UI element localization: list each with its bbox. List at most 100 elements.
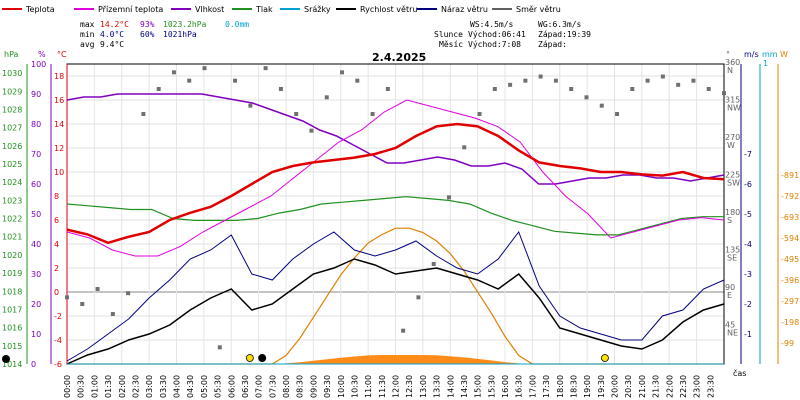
wind-dir-point xyxy=(553,78,558,83)
pct-tick-label: 100 xyxy=(31,60,46,69)
temp-tick-label: 2 xyxy=(54,264,59,273)
temp-tick-label: 6 xyxy=(54,216,59,225)
dir-tick-value: 90 xyxy=(725,283,735,292)
w-tick-label: -891 xyxy=(781,171,799,180)
wind-dir-point xyxy=(446,195,451,200)
x-tick-label: 02:30 xyxy=(131,375,140,398)
wind-dir-point xyxy=(401,328,406,333)
wind-dir-point xyxy=(309,128,314,133)
pct-tick-label: 30 xyxy=(31,270,41,279)
legend-label: Tlak xyxy=(255,5,273,14)
x-tick-label: 20:00 xyxy=(611,375,620,398)
wind-dir-point xyxy=(126,291,131,296)
wind-dir-point xyxy=(156,87,161,91)
wind-dir-point xyxy=(141,112,146,116)
dir-tick-label: NW xyxy=(727,104,741,113)
w-tick-label: -792 xyxy=(781,192,799,201)
hpa-tick-label: 1030 xyxy=(2,69,22,78)
stat-min-hum: 60% xyxy=(140,30,155,39)
hpa-tick-label: 1014 xyxy=(2,360,22,369)
x-tick-label: 09:00 xyxy=(309,375,318,398)
x-axis: 00:00 00:30 01:00 01:30 02:00 02:30 03:00 03:30… xyxy=(63,375,715,398)
wind-dir-point xyxy=(523,78,528,83)
dir-tick-value: 135 xyxy=(725,246,740,255)
wind-dir-point xyxy=(584,95,589,100)
astro-sunset: Západ:19:39 xyxy=(538,30,591,39)
astro-wg: WG:6.3m/s xyxy=(538,20,582,29)
x-tick-label: 11:30 xyxy=(378,375,387,398)
plot-area xyxy=(2,66,726,365)
x-tick-label: 14:00 xyxy=(446,375,455,398)
wind-dir-point xyxy=(248,103,253,108)
hpa-tick-label: 1028 xyxy=(2,105,22,114)
stat-max-rain: 0.0mm xyxy=(225,20,249,29)
x-tick-label: 12:30 xyxy=(405,375,414,398)
x-tick-label: 18:30 xyxy=(569,375,578,398)
x-tick-label: 08:00 xyxy=(282,375,291,398)
dir-tick-label: S xyxy=(727,216,732,225)
x-tick-label: 12:00 xyxy=(392,375,401,398)
wind-dir-point xyxy=(278,87,283,91)
w-tick-label: -99 xyxy=(781,339,794,348)
wind-dir-point xyxy=(340,70,345,75)
ms-tick-label: -6 xyxy=(744,180,752,189)
x-tick-label: 07:30 xyxy=(268,375,277,398)
hpa-tick-label: 1025 xyxy=(2,160,22,169)
hpa-tick-label: 1023 xyxy=(2,196,22,205)
wind-dir-point xyxy=(294,112,299,116)
ms-tick-label: -4 xyxy=(744,240,752,249)
ms-tick-label: -1 xyxy=(744,330,752,339)
x-tick-label: 05:30 xyxy=(214,375,223,398)
x-tick-label: 04:00 xyxy=(173,375,182,398)
ground-temp-line xyxy=(66,99,725,257)
stat-avg-label: avg xyxy=(80,40,95,49)
axis-unit-ms: m/s xyxy=(744,50,759,59)
x-tick-label: 02:00 xyxy=(118,375,127,398)
x-tick-label: 17:30 xyxy=(542,375,551,398)
w-tick-label: -594 xyxy=(781,234,799,243)
left-marker xyxy=(2,355,10,363)
stat-max-label: max xyxy=(80,20,95,29)
wind-dir-point xyxy=(691,78,696,83)
wind-dir-point xyxy=(263,66,268,71)
axis-x-unit: čas xyxy=(733,368,746,378)
ms-tick-label: -2 xyxy=(744,300,752,309)
x-tick-label: 21:00 xyxy=(638,375,647,398)
hpa-tick-label: 1021 xyxy=(2,233,22,242)
dir-tick-value: 45 xyxy=(725,321,735,330)
humidity-line xyxy=(66,93,725,185)
stat-min-label: min xyxy=(80,30,95,39)
wind-dir-point xyxy=(110,312,115,316)
pct-tick-label: 0 xyxy=(31,360,36,369)
sun-marker xyxy=(245,354,254,362)
astro-sunrise: Východ:06:41 xyxy=(468,30,526,39)
dir-tick-value: 315 xyxy=(725,96,740,105)
x-tick-label: 06:00 xyxy=(227,375,236,398)
x-tick-label: 22:30 xyxy=(679,375,688,398)
axis-unit-pct: % xyxy=(38,50,46,59)
wind-dir-point xyxy=(462,145,467,150)
ms-tick-label: -5 xyxy=(744,210,752,219)
pct-tick-label: 10 xyxy=(31,330,41,339)
stat-max-hum: 93% xyxy=(140,20,155,29)
x-tick-label: 18:00 xyxy=(556,375,565,398)
x-tick-label: 15:00 xyxy=(474,375,483,398)
temperature-line xyxy=(66,122,725,245)
legend-label: Náraz větru xyxy=(441,5,488,14)
x-tick-label: 10:30 xyxy=(350,375,359,398)
x-tick-label: 11:00 xyxy=(364,375,373,398)
x-tick-label: 05:00 xyxy=(200,375,209,398)
pct-tick-label: 60 xyxy=(31,180,41,189)
dir-tick-value: 360 xyxy=(725,58,740,67)
axis-unit-w: W xyxy=(780,50,788,59)
w-tick-label: -495 xyxy=(781,255,799,264)
x-tick-label: 00:30 xyxy=(77,375,86,398)
wind-dir-point xyxy=(171,70,176,75)
dir-tick-value: 180 xyxy=(725,208,740,217)
wind-dir-point xyxy=(431,262,436,266)
x-tick-label: 16:00 xyxy=(501,375,510,398)
x-tick-label: 17:00 xyxy=(528,375,537,398)
chart-title: 2.4.2025 xyxy=(372,51,426,64)
wind-dir-point xyxy=(187,78,192,83)
w-tick-label: -693 xyxy=(781,213,799,222)
